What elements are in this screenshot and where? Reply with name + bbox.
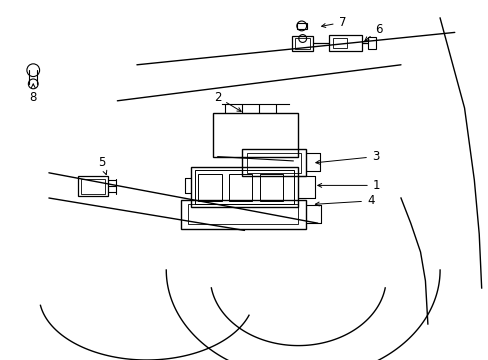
Text: 2: 2 [213, 91, 241, 111]
Text: 3: 3 [315, 150, 379, 164]
Bar [295, 38, 309, 49]
Bar [292, 36, 312, 51]
Bar [246, 153, 300, 173]
Bar [332, 38, 346, 48]
Text: 6: 6 [364, 23, 382, 41]
Bar [228, 174, 252, 201]
Bar [81, 179, 104, 194]
Bar [259, 174, 283, 201]
Bar [190, 167, 298, 207]
Bar [198, 174, 221, 201]
Bar [242, 149, 305, 176]
Bar [328, 35, 361, 51]
Text: 4: 4 [315, 194, 374, 207]
Text: 8: 8 [29, 84, 37, 104]
Bar [194, 170, 294, 204]
Bar [188, 204, 298, 224]
Text: 5: 5 [98, 156, 106, 175]
Text: 7: 7 [321, 16, 346, 29]
Bar [78, 176, 107, 196]
Bar [181, 200, 305, 229]
Bar [212, 113, 298, 157]
Bar [296, 23, 306, 29]
Text: 1: 1 [317, 179, 380, 192]
Bar [367, 37, 375, 49]
